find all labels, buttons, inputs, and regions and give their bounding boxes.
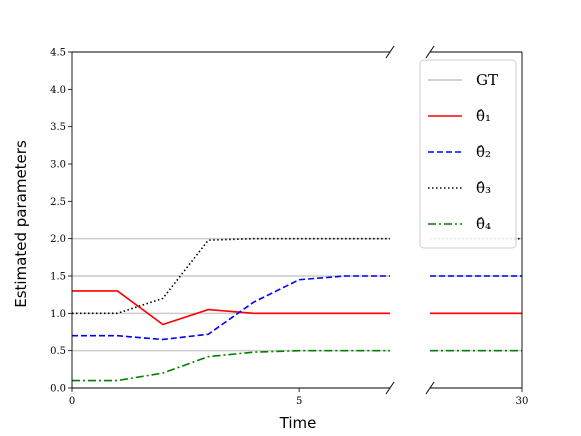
y-tick-label: 1.0 xyxy=(50,309,66,320)
y-axis-title: Estimated parameters xyxy=(12,140,30,308)
series-line-3-left xyxy=(72,237,390,315)
y-tick-label: 3.0 xyxy=(50,160,66,171)
x-tick-label: 0 xyxy=(69,396,75,407)
series-line-2-left xyxy=(72,275,390,341)
axis-break-mark xyxy=(425,45,435,59)
legend-label: θ̂₂ xyxy=(476,143,491,161)
ticks: 0.0 0.5 1.0 1.5 2.0 2.5 3.0 3.5 4.0 4.5 0 5 30 xyxy=(50,48,528,408)
series-lines xyxy=(72,237,522,382)
y-tick-label: 3.5 xyxy=(50,122,66,133)
axes xyxy=(71,45,523,395)
legend-label: θ̂₄ xyxy=(476,215,491,233)
y-tick-label: 4.0 xyxy=(50,85,66,96)
series-line-1-left xyxy=(72,290,390,326)
ground-truth-lines xyxy=(72,237,522,352)
y-tick-label: 0.5 xyxy=(50,346,66,357)
y-tick-label: 2.5 xyxy=(50,197,66,208)
legend-label: θ̂₁ xyxy=(476,107,491,125)
axis-break-mark xyxy=(385,45,395,59)
axis-break-mark xyxy=(385,381,395,395)
y-tick-label: 2.0 xyxy=(50,234,66,245)
y-tick-label: 0.0 xyxy=(50,384,66,395)
legend-frame xyxy=(419,59,517,249)
y-tick-label: 1.5 xyxy=(50,272,66,283)
axis-break-mark xyxy=(425,381,435,395)
x-axis-title: Time xyxy=(279,414,317,432)
series-line-4-left xyxy=(72,349,390,382)
y-tick-label: 4.5 xyxy=(50,48,66,59)
legend-label: θ̂₃ xyxy=(476,179,491,197)
legend: GT θ̂₁ θ̂₂ θ̂₃ θ̂₄ xyxy=(419,59,517,249)
legend-label: GT xyxy=(476,71,498,89)
x-tick-label: 5 xyxy=(296,396,302,407)
x-tick-label: 30 xyxy=(516,396,529,407)
